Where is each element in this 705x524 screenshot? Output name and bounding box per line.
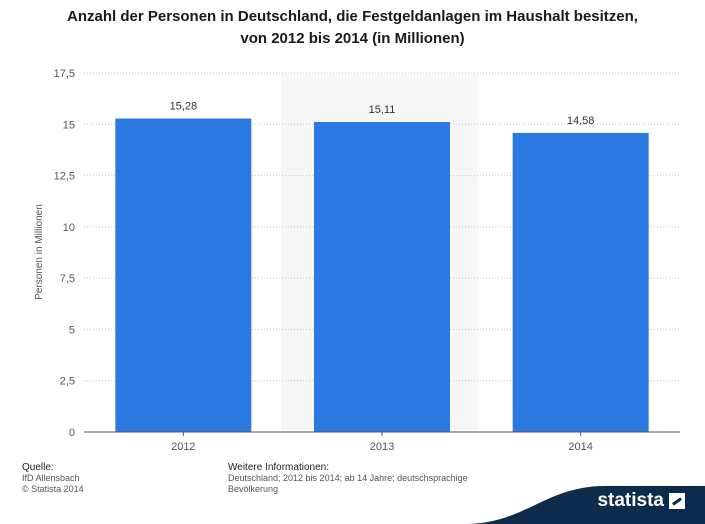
brand-name: statista	[597, 490, 664, 511]
source-heading: Quelle:	[22, 462, 54, 473]
y-tick-label: 2,5	[60, 376, 75, 388]
x-ticks: 2012 2013 2014	[171, 432, 593, 453]
info-block: Weitere Informationen: Deutschland; 2012…	[228, 462, 498, 495]
info-heading: Weitere Informationen:	[228, 462, 329, 473]
value-label-2012: 15,28	[170, 101, 198, 113]
source-line-1: IfD Allensbach	[22, 473, 80, 483]
value-label-2013: 15,11	[369, 104, 396, 116]
statista-logo-icon	[669, 493, 685, 509]
statista-logo[interactable]: statista	[597, 490, 685, 512]
y-tick-label: 0	[69, 427, 75, 439]
y-axis-label: Personen in Millionen	[34, 204, 45, 300]
bars: 15,28 15,11 14,58	[115, 101, 649, 432]
bar-chart: 15,28 15,11 14,58 0 2,5 5 7,5 10 12,5 15 17,5 201…	[34, 68, 680, 453]
y-tick-label: 17,5	[54, 68, 75, 80]
info-text: Deutschland; 2012 bis 2014; ab 14 Jahre;…	[228, 473, 468, 494]
x-tick-label: 2013	[370, 441, 394, 453]
y-tick-label: 10	[63, 222, 75, 234]
bar-2012[interactable]	[115, 118, 252, 432]
y-ticks: 0 2,5 5 7,5 10 12,5 15 17,5	[54, 68, 75, 439]
chart-title-line-1: Anzahl der Personen in Deutschland, die …	[67, 8, 638, 25]
chart-title-line-2: von 2012 bis 2014 (in Millionen)	[240, 30, 465, 47]
bar-2014[interactable]	[512, 132, 649, 432]
x-tick-label: 2012	[171, 441, 195, 453]
source-line-2: © Statista 2014	[22, 484, 84, 494]
y-tick-label: 15	[63, 119, 75, 131]
y-tick-label: 5	[69, 324, 75, 336]
x-tick-label: 2014	[568, 441, 592, 453]
source-block: Quelle: IfD Allensbach © Statista 2014	[22, 462, 84, 495]
brand-wave	[465, 486, 705, 524]
value-label-2014: 14,58	[567, 115, 595, 127]
y-tick-label: 12,5	[54, 171, 75, 183]
y-tick-label: 7,5	[60, 273, 75, 285]
bar-2013[interactable]	[314, 122, 450, 432]
chart-title: Anzahl der Personen in Deutschland, die …	[0, 6, 705, 50]
